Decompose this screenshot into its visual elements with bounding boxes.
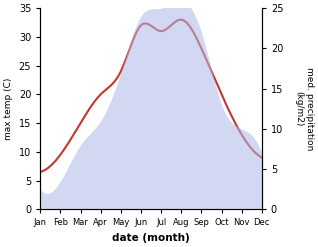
Y-axis label: med. precipitation
(kg/m2): med. precipitation (kg/m2) — [294, 67, 314, 150]
X-axis label: date (month): date (month) — [112, 233, 190, 243]
Y-axis label: max temp (C): max temp (C) — [4, 78, 13, 140]
